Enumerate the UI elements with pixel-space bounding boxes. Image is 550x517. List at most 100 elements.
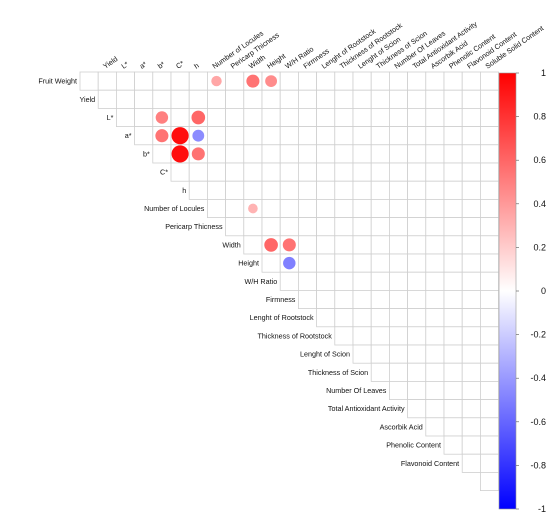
cell-thickness-of-rootstock-flavonoid-content — [461, 326, 481, 346]
cell-number-of-locules-total-antioxidant-activity — [407, 198, 427, 218]
cell-c-star-ascorbik-acid — [425, 162, 445, 182]
cell-width-phenolic-content — [443, 235, 463, 255]
correlation-markers — [155, 74, 296, 270]
cell-a-star-height — [261, 126, 281, 146]
cell-c-star-total-antioxidant-activity — [407, 162, 427, 182]
cell-number-of-locules-thickness-of-rootstock — [334, 198, 354, 218]
cell-firmness-phenolic-content — [443, 289, 463, 309]
corr-point-b-star-h — [191, 147, 205, 161]
col-label-h: h — [192, 61, 200, 71]
cell-soluble-solid-content-soluble-solid-content — [479, 471, 499, 491]
cell-h-number-of-locules — [206, 180, 226, 200]
cell-total-antioxidant-activity-total-antioxidant-activity — [407, 399, 427, 419]
row-label-a-star: a* — [125, 131, 132, 140]
row-label-number-of-locules: Number of Locules — [144, 204, 205, 213]
cell-width-width — [243, 235, 263, 255]
cell-thickness-of-scion-total-antioxidant-activity — [407, 362, 427, 382]
cell-firmness-number-of-leaves — [388, 289, 408, 309]
cell-c-star-number-of-locules — [206, 162, 226, 182]
cell-w-h-ratio-number-of-leaves — [388, 271, 408, 291]
cell-thickness-of-rootstock-thickness-of-scion — [370, 326, 390, 346]
cell-l-star-lenght-of-scion — [352, 108, 372, 128]
cell-b-star-thickness-of-rootstock — [334, 144, 354, 164]
cell-yield-h — [188, 89, 208, 109]
cell-pericarp-thicness-flavonoid-content — [461, 217, 481, 237]
cell-width-ascorbik-acid — [425, 235, 445, 255]
cell-lenght-of-scion-lenght-of-scion — [352, 344, 372, 364]
cell-fruit-weight-number-of-leaves — [388, 71, 408, 91]
cell-w-h-ratio-w-h-ratio — [279, 271, 299, 291]
cell-number-of-locules-lenght-of-rootstock — [316, 198, 336, 218]
cell-l-star-number-of-locules — [206, 108, 226, 128]
cell-c-star-lenght-of-scion — [352, 162, 372, 182]
cell-yield-firmness — [297, 89, 317, 109]
cell-c-star-firmness — [297, 162, 317, 182]
col-label-b-star: b* — [156, 59, 167, 70]
cell-height-height — [261, 253, 281, 273]
cell-c-star-w-h-ratio — [279, 162, 299, 182]
corr-point-width-height — [264, 238, 278, 252]
cell-number-of-locules-height — [261, 198, 281, 218]
cell-a-star-thickness-of-scion — [370, 126, 390, 146]
cell-l-star-width — [243, 108, 263, 128]
cell-h-soluble-solid-content — [479, 180, 499, 200]
cell-h-total-antioxidant-activity — [407, 180, 427, 200]
cell-h-h — [188, 180, 208, 200]
cell-pericarp-thicness-number-of-leaves — [388, 217, 408, 237]
cell-fruit-weight-pericarp-thicness — [225, 71, 245, 91]
cell-height-number-of-leaves — [388, 253, 408, 273]
cell-fruit-weight-phenolic-content — [443, 71, 463, 91]
cell-firmness-firmness — [297, 289, 317, 309]
row-label-total-antioxidant-activity: Total Antioxidant Activity — [328, 404, 405, 413]
cell-c-star-width — [243, 162, 263, 182]
cell-h-ascorbik-acid — [425, 180, 445, 200]
cell-thickness-of-scion-phenolic-content — [443, 362, 463, 382]
cell-fruit-weight-a-star — [134, 71, 154, 91]
cell-yield-number-of-leaves — [388, 89, 408, 109]
cell-yield-number-of-locules — [206, 89, 226, 109]
col-label-a-star: a* — [138, 59, 149, 70]
row-label-lenght-of-scion: Lenght of Scion — [300, 350, 350, 359]
cell-fruit-weight-yield — [97, 71, 117, 91]
cell-h-flavonoid-content — [461, 180, 481, 200]
cell-l-star-total-antioxidant-activity — [407, 108, 427, 128]
row-label-w-h-ratio: W/H Ratio — [244, 277, 277, 286]
cell-l-star-number-of-leaves — [388, 108, 408, 128]
cell-a-star-pericarp-thicness — [225, 126, 245, 146]
cell-c-star-h — [188, 162, 208, 182]
cell-l-star-l-star — [116, 108, 136, 128]
row-label-c-star: C* — [160, 168, 168, 177]
row-label-h: h — [182, 186, 186, 195]
cell-ascorbik-acid-phenolic-content — [443, 417, 463, 437]
cell-a-star-lenght-of-rootstock — [316, 126, 336, 146]
cell-w-h-ratio-lenght-of-scion — [352, 271, 372, 291]
cell-b-star-w-h-ratio — [279, 144, 299, 164]
cell-phenolic-content-soluble-solid-content — [479, 435, 499, 455]
cell-h-firmness — [297, 180, 317, 200]
corr-point-l-star-h — [191, 110, 206, 125]
cell-number-of-locules-firmness — [297, 198, 317, 218]
cell-a-star-w-h-ratio — [279, 126, 299, 146]
cell-l-star-firmness — [297, 108, 317, 128]
cell-w-h-ratio-soluble-solid-content — [479, 271, 499, 291]
cell-b-star-number-of-leaves — [388, 144, 408, 164]
cell-flavonoid-content-flavonoid-content — [461, 453, 481, 473]
cell-b-star-b-star — [152, 144, 172, 164]
cell-l-star-w-h-ratio — [279, 108, 299, 128]
cell-thickness-of-scion-number-of-leaves — [388, 362, 408, 382]
cell-a-star-number-of-locules — [206, 126, 226, 146]
cell-l-star-lenght-of-rootstock — [316, 108, 336, 128]
cell-lenght-of-rootstock-flavonoid-content — [461, 308, 481, 328]
colorbar-tick-label: 0.4 — [533, 199, 546, 209]
cell-pericarp-thicness-soluble-solid-content — [479, 217, 499, 237]
cell-w-h-ratio-thickness-of-rootstock — [334, 271, 354, 291]
cell-number-of-leaves-flavonoid-content — [461, 380, 481, 400]
cell-width-firmness — [297, 235, 317, 255]
cell-l-star-height — [261, 108, 281, 128]
cell-thickness-of-rootstock-phenolic-content — [443, 326, 463, 346]
corr-point-fruit-weight-number-of-locules — [211, 75, 222, 87]
cell-height-firmness — [297, 253, 317, 273]
column-labels: Yield L* a* b* C* h Number of LoculesPericarp … — [101, 19, 545, 71]
cell-fruit-weight-thickness-of-scion — [370, 71, 390, 91]
cell-height-total-antioxidant-activity — [407, 253, 427, 273]
